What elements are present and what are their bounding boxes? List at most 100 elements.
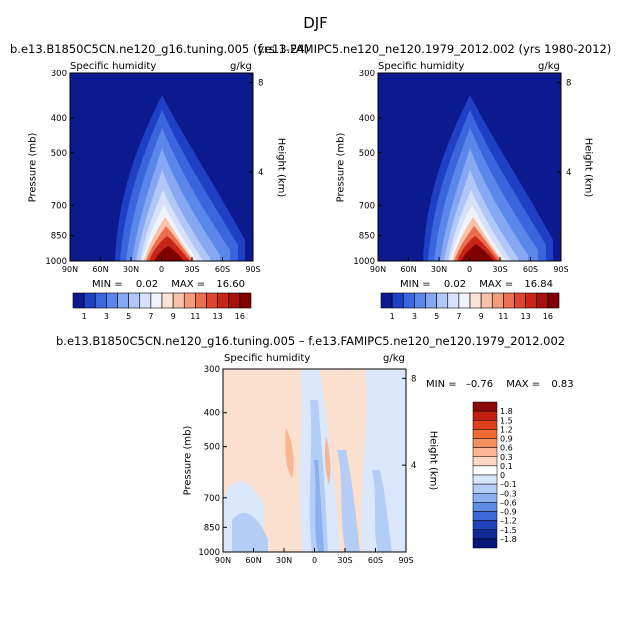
colorbar-swatch xyxy=(547,292,560,309)
x-tick-label: 60S xyxy=(523,265,538,274)
field-band xyxy=(232,512,268,552)
colorbar-label: 1.2 xyxy=(500,425,513,434)
colorbar-swatch xyxy=(472,511,498,521)
field-band xyxy=(337,450,360,552)
max-value: 0.83 xyxy=(551,379,574,390)
panel-3-variable: Specific humidity xyxy=(224,353,311,364)
colorbar-swatch xyxy=(150,292,163,309)
panel-1-y2label: Height (km) xyxy=(275,137,287,198)
colorbar-swatch xyxy=(472,438,498,448)
x-tick-label: 60S xyxy=(368,556,383,565)
y-tick-label: 850 xyxy=(204,523,220,533)
max-value: 16.60 xyxy=(216,279,245,290)
y-tick-label: 1000 xyxy=(45,257,67,267)
colorbar-swatch xyxy=(472,456,498,467)
x-tick-label: 90S xyxy=(245,265,260,274)
colorbar-swatch xyxy=(195,292,207,309)
colorbar-label: –0.6 xyxy=(500,498,517,507)
colorbar-swatch xyxy=(514,292,526,309)
panel-1-units: g/kg xyxy=(230,61,252,72)
colorbar-swatch xyxy=(228,292,241,309)
colorbar-swatch xyxy=(83,292,96,309)
colorbar-swatch xyxy=(472,529,498,540)
y-tick-label: 1000 xyxy=(353,257,375,267)
max-label: MAX = xyxy=(479,279,514,290)
x-tick-label: 90S xyxy=(398,556,413,565)
y-tick-label: 500 xyxy=(51,149,67,159)
panel-2-units: g/kg xyxy=(538,61,560,72)
y-tick-label: 700 xyxy=(359,201,375,211)
panel-2-y-ticks: 300 400 500 700 850 1000 xyxy=(353,70,382,267)
colorbar-swatch xyxy=(447,292,460,309)
colorbar-swatch xyxy=(217,292,230,309)
colorbar-swatch xyxy=(72,292,85,309)
field-band xyxy=(361,369,406,552)
panel-1-y2-ticks: 84 xyxy=(249,79,263,178)
colorbar-swatch xyxy=(106,292,118,309)
field-band xyxy=(325,436,331,485)
y-tick-label: 300 xyxy=(359,70,375,79)
field-band xyxy=(314,460,324,552)
colorbar-swatch xyxy=(472,502,498,512)
panel-1-field xyxy=(70,73,253,261)
colorbar-swatch xyxy=(480,292,493,309)
panel-2-variable: Specific humidity xyxy=(378,61,465,72)
colorbar-swatch xyxy=(458,292,471,309)
y2-tick-label: 8 xyxy=(411,374,416,384)
colorbar-swatch xyxy=(472,538,498,549)
x-tick-label: 90N xyxy=(62,265,78,274)
x-tick-label: 0 xyxy=(159,265,164,274)
colorbar-swatch xyxy=(436,292,449,309)
colorbar-label: –0.1 xyxy=(500,480,517,489)
y-tick-label: 300 xyxy=(51,70,67,79)
field-band xyxy=(461,244,494,261)
colorbar-swatch xyxy=(380,292,393,309)
colorbar-label: –0.3 xyxy=(500,489,517,498)
y2-tick-label: 8 xyxy=(258,79,263,89)
panel-2-x-ticks: 90N 60N 30N 0 30S 60S 90S xyxy=(370,257,569,274)
max-label: MAX = xyxy=(171,279,206,290)
field-band xyxy=(372,470,392,552)
y-tick-label: 400 xyxy=(51,114,67,124)
x-tick-label: 90N xyxy=(215,556,231,565)
panel-1-y-ticks: 300 400 500 700 850 1000 xyxy=(45,70,74,267)
colorbar-swatch xyxy=(472,447,498,457)
colorbar-label: 9 xyxy=(171,312,176,321)
colorbar-swatch xyxy=(94,292,107,309)
colorbar-swatch xyxy=(161,292,174,309)
min-label: MIN = xyxy=(92,279,123,290)
colorbar-label: 11 xyxy=(190,312,200,321)
colorbar-label: 16 xyxy=(235,312,245,321)
x-tick-label: 0 xyxy=(312,556,317,565)
y-tick-label: 400 xyxy=(204,409,220,419)
x-tick-label: 30N xyxy=(276,556,292,565)
panel-3-units: g/kg xyxy=(383,353,405,364)
y2-tick-label: 8 xyxy=(566,79,571,89)
x-tick-label: 30N xyxy=(123,265,139,274)
x-tick-label: 0 xyxy=(467,265,472,274)
panel-2-case-title: f.e13.FAMIPC5.ne120_ne120.1979_2012.002 … xyxy=(258,42,612,56)
max-value: 16.84 xyxy=(524,279,553,290)
x-tick-label: 60S xyxy=(215,265,230,274)
colorbar-swatch xyxy=(414,292,426,309)
colorbar-label: 0.9 xyxy=(500,435,513,444)
field-band xyxy=(285,428,294,478)
colorbar-label: 13 xyxy=(521,312,531,321)
colorbar-swatch xyxy=(472,483,498,494)
colorbar-label: 1.5 xyxy=(500,416,513,425)
panel-1-colorbar: 1 3 5 7 9 11 13 16 xyxy=(72,292,252,321)
panel-3-x-ticks: 90N 60N 30N 0 30S 60S 90S xyxy=(215,548,414,565)
max-label: MAX = xyxy=(506,379,541,390)
colorbar-swatch xyxy=(117,292,129,309)
colorbar-label: 9 xyxy=(479,312,484,321)
y-tick-label: 700 xyxy=(51,201,67,211)
colorbar-label: 5 xyxy=(434,312,439,321)
colorbar-label: 1 xyxy=(82,312,87,321)
colorbar-label: –1.8 xyxy=(500,535,517,544)
x-tick-label: 90S xyxy=(553,265,568,274)
colorbar-swatch xyxy=(503,292,515,309)
min-value: 0.02 xyxy=(443,279,467,290)
panel-2-field xyxy=(378,73,561,261)
colorbar-swatch xyxy=(472,493,498,503)
